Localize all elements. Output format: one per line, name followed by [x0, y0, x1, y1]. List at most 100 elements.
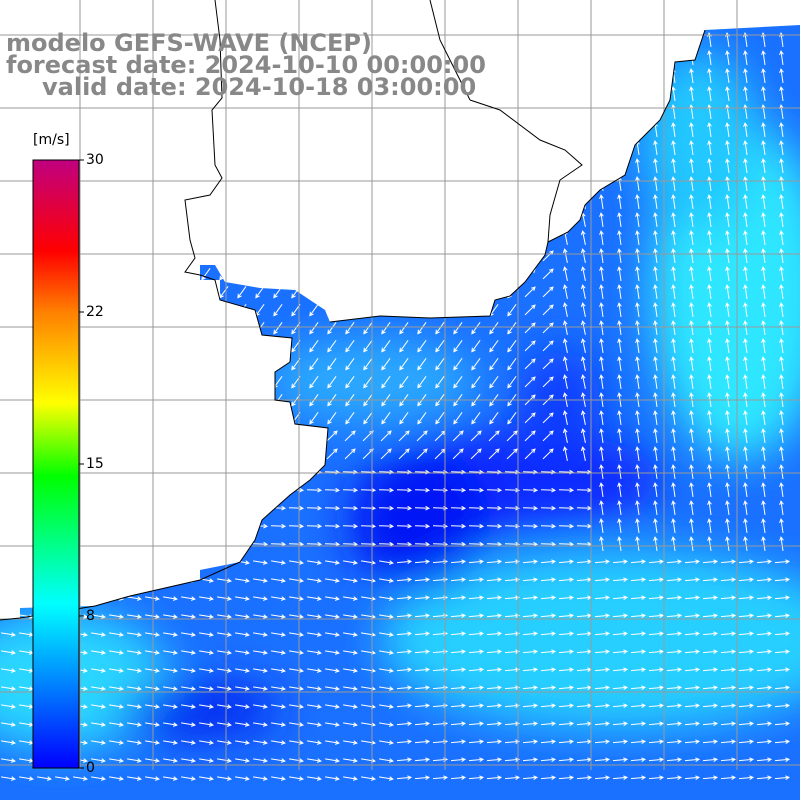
wind-arrow	[327, 376, 337, 389]
wind-arrow	[599, 500, 604, 515]
wind-arrow	[689, 194, 694, 209]
wind-arrow	[522, 739, 539, 745]
wind-arrow	[145, 596, 160, 601]
wind-arrow	[127, 632, 142, 637]
wind-arrow	[235, 632, 250, 637]
wind-arrow	[671, 536, 676, 551]
wind-arrow	[635, 230, 640, 245]
wind-arrow	[468, 631, 485, 637]
wind-arrow	[635, 158, 640, 173]
title-forecast-date: forecast date: 2024-10-10 00:00:00	[6, 51, 486, 79]
wind-arrow	[342, 505, 359, 511]
wind-arrow	[743, 248, 748, 263]
wind-arrow	[507, 358, 517, 371]
wind-arrow	[756, 757, 773, 763]
wind-arrow	[648, 739, 665, 745]
wind-arrow	[450, 775, 467, 781]
wind-arrow	[720, 685, 737, 691]
wind-arrow	[524, 448, 536, 460]
wind-arrow	[594, 739, 611, 745]
wind-arrow	[396, 703, 413, 709]
wind-arrow	[666, 631, 683, 637]
wind-arrow	[504, 685, 521, 691]
wind-arrow	[199, 596, 214, 601]
wind-arrow	[453, 376, 463, 389]
wind-arrow	[396, 487, 413, 493]
wind-arrow	[689, 86, 694, 101]
wind-arrow	[707, 284, 712, 299]
wind-arrow	[163, 704, 178, 709]
wind-arrow	[738, 775, 755, 781]
wind-arrow	[489, 322, 499, 335]
wind-arrow	[109, 776, 124, 781]
wind-arrow	[307, 686, 322, 691]
wind-arrow	[486, 667, 503, 673]
wind-arrow	[562, 356, 568, 371]
wind-arrow	[289, 632, 304, 637]
wind-arrow	[540, 595, 557, 601]
wind-arrow	[19, 776, 34, 781]
wind-arrow	[738, 685, 755, 691]
wind-arrow	[671, 428, 676, 443]
wind-arrow	[725, 374, 730, 389]
wind-arrow	[774, 577, 791, 583]
wind-arrow	[648, 757, 665, 763]
wind-arrow	[761, 176, 766, 191]
wind-arrow	[145, 650, 160, 655]
wind-arrow	[594, 667, 611, 673]
wind-arrow	[562, 320, 568, 335]
wind-arrow	[289, 722, 304, 727]
wind-arrow	[707, 50, 712, 65]
wind-arrow	[488, 430, 500, 442]
wind-arrow	[381, 340, 391, 353]
wind-arrow	[414, 631, 431, 637]
wind-arrow	[468, 559, 485, 565]
wind-arrow	[379, 686, 394, 691]
wind-arrow	[653, 374, 658, 389]
wind-arrow	[743, 302, 748, 317]
wind-arrow	[617, 284, 622, 299]
wind-arrow	[435, 358, 445, 371]
wind-arrow	[127, 776, 142, 781]
wind-arrow	[486, 613, 503, 619]
wind-arrow	[91, 632, 106, 637]
wind-arrow	[468, 775, 485, 781]
wind-arrow	[542, 286, 554, 298]
wind-arrow	[558, 487, 575, 493]
wind-arrow	[743, 536, 748, 551]
wind-arrow	[524, 322, 536, 334]
wind-arrow	[738, 667, 755, 673]
wind-arrow	[738, 721, 755, 727]
wind-arrow	[271, 560, 286, 565]
wind-arrow	[743, 212, 748, 227]
wind-arrow	[504, 487, 521, 493]
wind-arrow	[617, 410, 622, 425]
wind-arrow	[689, 68, 694, 83]
wind-arrow	[689, 518, 694, 533]
wind-arrow	[381, 376, 391, 389]
wind-arrow	[181, 596, 196, 601]
wind-arrow	[342, 523, 359, 529]
wind-arrow	[325, 650, 340, 655]
wind-arrow	[540, 667, 557, 673]
wind-arrow	[689, 284, 694, 299]
wind-arrow	[363, 412, 373, 425]
wind-arrow	[181, 614, 196, 619]
wind-arrow	[289, 650, 304, 655]
wind-arrow	[360, 487, 377, 493]
wind-arrow	[558, 559, 575, 565]
wind-arrow	[181, 722, 196, 727]
wind-arrow	[163, 650, 178, 655]
wind-arrow	[653, 518, 658, 533]
wind-arrow	[689, 338, 694, 353]
wind-arrow	[253, 740, 268, 745]
wind-arrow	[720, 757, 737, 763]
wind-arrow	[127, 686, 142, 691]
wind-arrow	[307, 740, 322, 745]
wind-arrow	[761, 446, 766, 461]
wind-arrow	[558, 505, 575, 511]
wind-arrow	[558, 523, 575, 529]
wind-arrow	[325, 578, 340, 583]
wind-arrow	[181, 650, 196, 655]
wind-arrow	[743, 320, 748, 335]
